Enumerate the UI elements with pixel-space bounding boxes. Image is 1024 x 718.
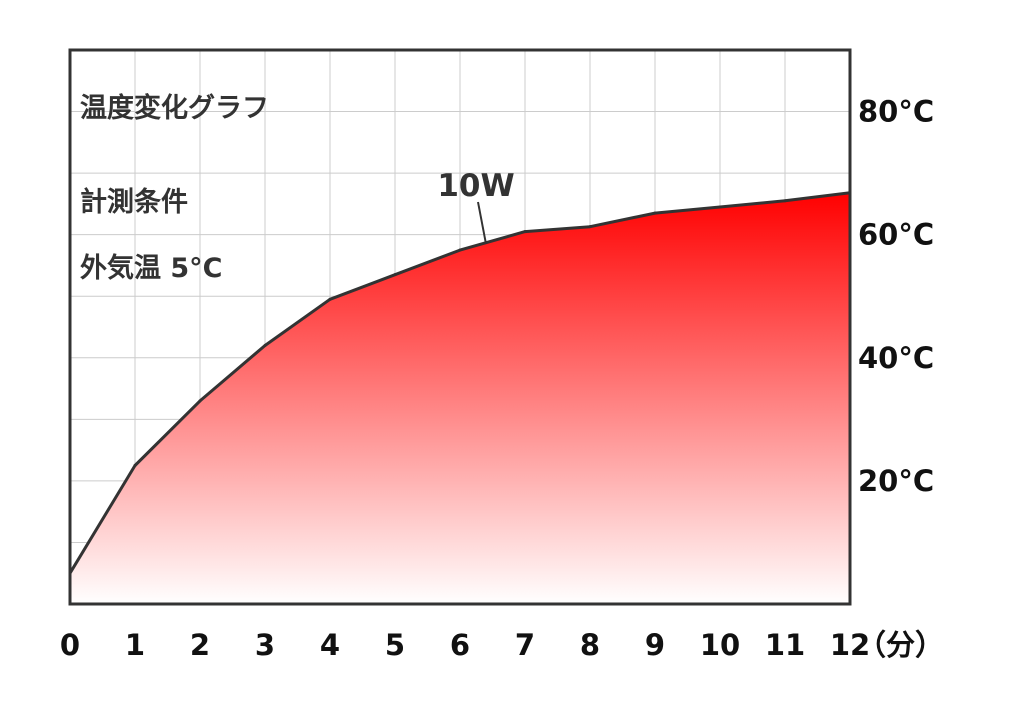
- x-tick-label: 8: [580, 628, 600, 662]
- y-axis-ticks: 20°C 40°C 60°C 80°C: [858, 95, 934, 498]
- x-tick-label: 2: [190, 628, 210, 662]
- x-tick-label: 7: [515, 628, 535, 662]
- x-tick-label: 11: [765, 628, 805, 662]
- data-point: [328, 297, 332, 301]
- data-point: [393, 273, 397, 277]
- data-point: [783, 199, 787, 203]
- x-tick-label: 3: [255, 628, 275, 662]
- annotation-condition: 計測条件: [80, 186, 188, 218]
- x-tick-label: 9: [645, 628, 665, 662]
- y-tick-label: 20°C: [858, 464, 934, 498]
- x-tick-label: 12: [830, 628, 870, 662]
- data-point: [718, 205, 722, 209]
- y-tick-label: 80°C: [858, 95, 934, 129]
- data-point: [198, 399, 202, 403]
- data-point: [588, 225, 592, 229]
- series-label-leader: [477, 201, 487, 245]
- x-axis-ticks: 0 1 2 3 4 5 6 7 8 9 10 11 12: [60, 628, 870, 662]
- series-label: 10W: [437, 168, 514, 204]
- x-tick-label: 0: [60, 628, 80, 662]
- plot-frame: [68, 48, 852, 606]
- data-point: [523, 230, 527, 234]
- data-point: [458, 248, 462, 252]
- annotation-outside-temp: 外気温 5°C: [80, 252, 223, 284]
- data-point: [133, 464, 137, 467]
- x-tick-label: 5: [385, 628, 405, 662]
- area-fill: [70, 192, 850, 605]
- data-point: [263, 343, 267, 347]
- x-tick-label: 6: [450, 628, 470, 662]
- y-tick-label: 40°C: [858, 341, 934, 375]
- data-point: [653, 211, 657, 215]
- y-tick-label: 60°C: [858, 218, 934, 252]
- x-axis-unit: （分）: [857, 628, 944, 662]
- x-tick-label: 10: [700, 628, 740, 662]
- chart-title: 温度変化グラフ: [80, 92, 269, 124]
- x-tick-label: 1: [125, 628, 145, 662]
- x-tick-label: 4: [320, 628, 340, 662]
